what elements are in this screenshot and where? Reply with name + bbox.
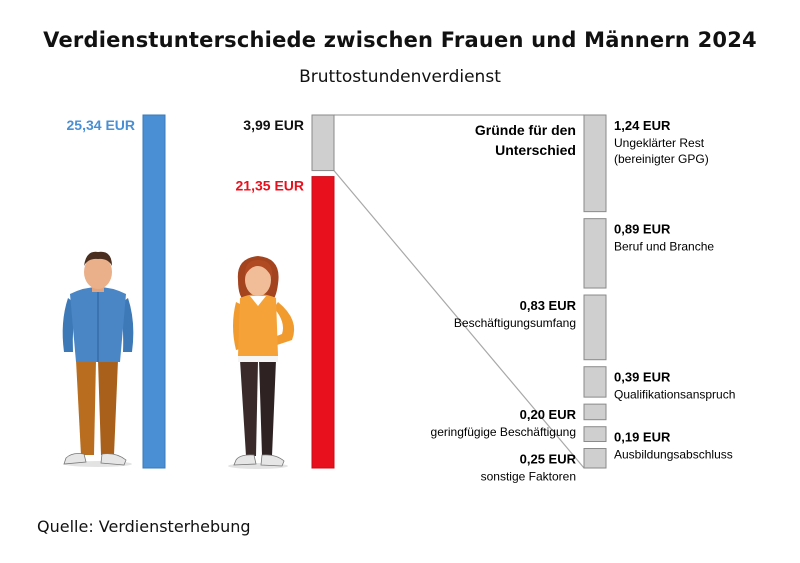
women-value-label: 21,35 EUR xyxy=(236,178,304,194)
man-figure-icon xyxy=(62,251,134,467)
breakdown-amount-label: 1,24 EUR xyxy=(614,118,671,133)
breakdown-title-line: Unterschied xyxy=(495,142,576,158)
breakdown-amount-label: 0,39 EUR xyxy=(614,370,671,385)
breakdown-amount-label: 0,25 EUR xyxy=(520,452,577,467)
breakdown-bar xyxy=(583,366,607,398)
breakdown-bar xyxy=(583,114,607,213)
bar-women xyxy=(311,176,335,469)
breakdown-amount-label: 0,83 EUR xyxy=(520,298,577,313)
breakdown-name-label: Ungeklärter Rest xyxy=(614,136,705,150)
breakdown-name-label: Ausbildungsabschluss xyxy=(614,448,733,462)
chart-subtitle: Bruttostundenverdienst xyxy=(299,67,501,87)
breakdown-bar xyxy=(583,448,607,469)
chart-title: Verdienstunterschiede zwischen Frauen un… xyxy=(43,28,757,52)
breakdown-title-line: Gründe für den xyxy=(475,122,576,138)
connector-line-bottom xyxy=(333,170,585,469)
bar-gap xyxy=(311,114,335,172)
breakdown-bar xyxy=(583,294,607,361)
breakdown-name-label: geringfügige Beschäftigung xyxy=(431,425,576,439)
gap-value-label: 3,99 EUR xyxy=(243,117,304,133)
breakdown-bar xyxy=(583,218,607,289)
breakdown-name-label: sonstige Faktoren xyxy=(481,470,576,484)
men-value-label: 25,34 EUR xyxy=(67,117,135,133)
woman-figure-icon xyxy=(228,256,295,469)
breakdown-name-label: Beschäftigungsumfang xyxy=(454,316,576,330)
bar-men xyxy=(142,114,166,469)
source-note: Quelle: Verdiensterhebung xyxy=(37,517,251,536)
breakdown-name-label: (bereinigter GPG) xyxy=(614,152,709,166)
breakdown-components: 1,24 EUR Ungeklärter Rest (bereinigter GPG… xyxy=(431,114,735,484)
breakdown-bar xyxy=(583,426,607,443)
breakdown-amount-label: 0,20 EUR xyxy=(520,407,577,422)
breakdown-amount-label: 0,89 EUR xyxy=(614,222,671,237)
breakdown-bar xyxy=(583,403,607,421)
breakdown-name-label: Qualifikationsanspruch xyxy=(614,388,735,402)
breakdown-name-label: Beruf und Branche xyxy=(614,240,714,254)
breakdown-amount-label: 0,19 EUR xyxy=(614,430,671,445)
breakdown-title: Gründe für den Unterschied xyxy=(475,122,576,158)
